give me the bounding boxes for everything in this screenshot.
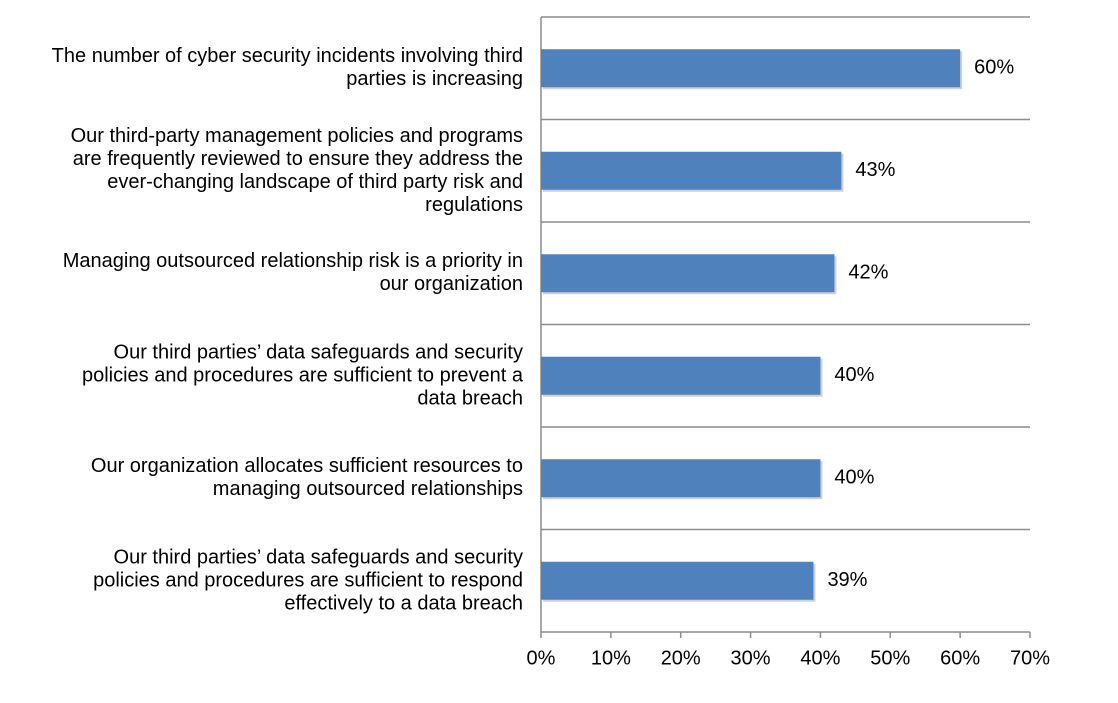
value-label: 43%	[855, 159, 895, 181]
x-tick-label: 0%	[527, 647, 556, 669]
value-label: 39%	[827, 569, 867, 591]
category-label: Our third-party management policies and …	[70, 124, 523, 216]
category-label: Our third parties’ data safeguards and s…	[93, 546, 523, 615]
bar	[541, 49, 961, 88]
category-label: The number of cyber security incidents i…	[51, 45, 523, 91]
x-tick-label: 30%	[731, 647, 771, 669]
x-tick-label: 60%	[940, 647, 980, 669]
x-tick-label: 20%	[661, 647, 701, 669]
x-tick-label: 40%	[800, 647, 840, 669]
value-label: 42%	[848, 262, 888, 284]
bar	[541, 356, 821, 395]
bar	[541, 151, 842, 190]
value-label: 40%	[834, 467, 874, 489]
x-tick-label: 10%	[591, 647, 631, 669]
category-label: Our organization allocates sufficient re…	[90, 455, 523, 501]
bar	[541, 254, 835, 293]
category-label: Managing outsourced relationship risk is…	[62, 250, 523, 296]
category-label: Our third parties’ data safeguards and s…	[81, 341, 523, 410]
x-tick-label: 70%	[1010, 647, 1050, 669]
x-tick-label: 50%	[870, 647, 910, 669]
value-label: 60%	[974, 57, 1014, 79]
bar	[541, 459, 821, 498]
bar	[541, 561, 814, 600]
value-label: 40%	[834, 364, 874, 386]
